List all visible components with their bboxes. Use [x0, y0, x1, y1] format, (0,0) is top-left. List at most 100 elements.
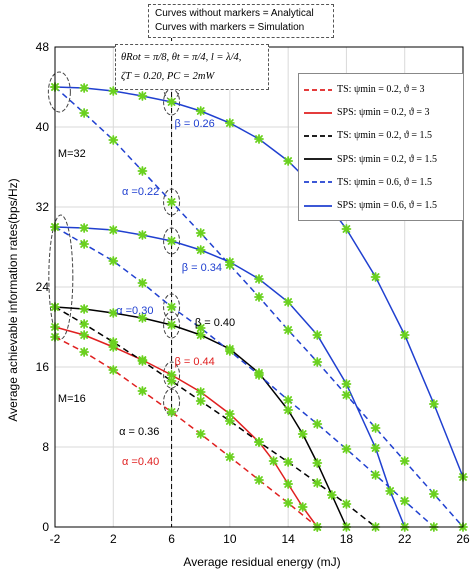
x-axis-label: Average residual energy (mJ) [183, 555, 340, 569]
annotation-7: β = 0.44 [174, 356, 214, 368]
data-point-6-8 [283, 325, 294, 335]
ellipse-x6-4 [163, 293, 181, 321]
data-point-0-2 [108, 365, 119, 375]
data-point-3-8 [283, 405, 294, 415]
data-point-6-12 [399, 456, 410, 466]
data-point-3-4 [166, 320, 177, 330]
parameter-line-1: θRot = π/8, θt = π/4, l = λ/4, [121, 52, 242, 63]
data-point-7-4 [166, 97, 177, 107]
legend-swatch-5 [304, 204, 332, 207]
series-line-1 [54, 326, 318, 528]
y-tick-label-0: 0 [42, 520, 49, 534]
data-point-6-10 [341, 390, 352, 400]
data-point-2-2 [108, 337, 119, 347]
data-point-7-13 [428, 399, 439, 409]
ellipse-m16 [48, 214, 74, 340]
data-point-2-8 [283, 457, 294, 467]
annotation-4: β = 0.34 [182, 262, 222, 274]
data-point-3-5 [195, 330, 206, 340]
legend-label-5: SPS: ψmin = 0.6, ϑ = 1.5 [337, 200, 438, 212]
legend-swatch-1 [304, 111, 332, 114]
data-point-3-3 [137, 313, 148, 323]
data-point-0-7 [254, 475, 264, 485]
y-tick-label-4: 32 [36, 200, 50, 214]
data-point-4-1 [79, 239, 90, 249]
legend-item-0: TS: ψmin = 0.2, ϑ = 3 [303, 78, 459, 101]
data-point-5-12 [385, 486, 396, 496]
data-point-1-8 [268, 456, 279, 466]
legend: TS: ψmin = 0.2, ϑ = 3 SPS: ψmin = 0.2, ϑ … [298, 73, 464, 221]
data-point-1-6 [224, 409, 235, 419]
ellipse-x6-7 [163, 388, 181, 416]
legend-swatch-3 [304, 158, 332, 161]
series-line-3 [54, 306, 348, 528]
parameter-line-2: ζT = 0.20, PC = 2mW [121, 71, 215, 82]
data-point-5-11 [370, 443, 381, 453]
data-point-5-7 [254, 274, 264, 284]
data-point-0-4 [166, 407, 177, 417]
data-point-5-5 [195, 245, 206, 255]
data-point-5-2 [108, 225, 119, 235]
data-point-3-10 [312, 458, 323, 468]
data-point-6-5 [195, 228, 206, 238]
x-tick-label-4: 14 [281, 532, 295, 546]
annotation-9: α =0.40 [122, 456, 159, 468]
data-point-0-1 [79, 347, 90, 357]
data-point-6-9 [312, 357, 323, 367]
x-tick-label-3: 10 [223, 532, 237, 546]
marker-note-box: Curves without markers = Analytical Curv… [148, 4, 334, 38]
data-point-4-4 [166, 302, 177, 312]
ellipse-x6-2 [163, 188, 181, 216]
data-point-7-12 [399, 330, 410, 340]
data-point-7-5 [195, 106, 206, 116]
data-point-5-9 [312, 330, 323, 340]
series-points [50, 82, 468, 532]
data-point-2-10 [341, 499, 352, 509]
legend-label-2: TS: ψmin = 0.2, ϑ = 1.5 [337, 130, 432, 142]
ellipse-x6-3 [163, 227, 181, 255]
data-point-6-1 [79, 108, 90, 118]
y-tick-label-5: 40 [36, 120, 50, 134]
data-point-7-7 [254, 134, 264, 144]
data-point-1-10 [297, 502, 308, 512]
legend-label-4: TS: ψmin = 0.6, ϑ = 1.5 [337, 176, 432, 188]
legend-label-3: SPS: ψmin = 0.2, ϑ = 1.5 [337, 153, 438, 165]
x-tick-label-1: 2 [110, 532, 117, 546]
note-analytical: Curves without markers = Analytical [155, 8, 314, 19]
note-simulation: Curves with markers = Simulation [155, 22, 305, 33]
data-point-5-10 [341, 379, 352, 389]
data-point-4-6 [224, 346, 235, 356]
data-point-2-4 [166, 376, 177, 386]
ellipse-m32 [47, 71, 71, 113]
legend-item-1: SPS: ψmin = 0.2, ϑ = 3 [303, 101, 459, 124]
ellipse-x6-6 [163, 361, 181, 389]
data-point-4-5 [195, 323, 206, 333]
y-tick-label-2: 16 [36, 360, 50, 374]
data-point-7-6 [224, 118, 235, 128]
data-point-6-4 [166, 197, 177, 207]
data-point-7-1 [79, 83, 90, 93]
data-point-4-7 [254, 370, 264, 380]
legend-item-2: TS: ψmin = 0.2, ϑ = 1.5 [303, 124, 459, 147]
annotation-3: α =0.22 [122, 186, 159, 198]
legend-swatch-4 [304, 181, 332, 184]
data-point-2-5 [195, 396, 206, 406]
data-point-0-6 [224, 452, 235, 462]
data-point-2-1 [79, 319, 90, 329]
data-point-0-3 [137, 386, 148, 396]
data-point-3-11 [326, 490, 337, 500]
data-point-6-3 [137, 166, 148, 176]
series-line-2 [54, 306, 377, 528]
data-point-3-1 [79, 304, 90, 314]
y-tick-label-3: 24 [36, 280, 50, 294]
legend-label-1: SPS: ψmin = 0.2, ϑ = 3 [337, 107, 430, 119]
series-line-4 [54, 226, 435, 528]
data-point-2-6 [224, 416, 235, 426]
data-point-6-11 [370, 423, 381, 433]
data-point-1-5 [195, 387, 206, 397]
ellipse-x6-5 [163, 311, 181, 339]
x-tick-label-6: 22 [398, 532, 412, 546]
data-point-4-9 [312, 419, 323, 429]
data-point-0-8 [283, 498, 294, 508]
data-point-1-1 [79, 330, 90, 340]
